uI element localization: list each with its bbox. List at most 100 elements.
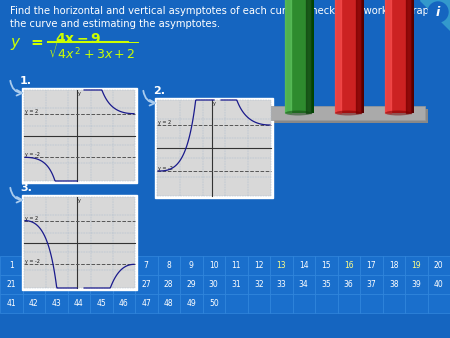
- Bar: [270, 275, 292, 294]
- Text: 8: 8: [166, 261, 171, 270]
- Text: 6: 6: [122, 261, 126, 270]
- Bar: [338, 0, 364, 113]
- Bar: [360, 275, 382, 294]
- Text: 2.: 2.: [153, 86, 165, 96]
- Bar: [22, 294, 45, 313]
- Text: 10: 10: [209, 261, 219, 270]
- Bar: [385, 0, 411, 113]
- Bar: [338, 294, 360, 313]
- Bar: [335, 0, 361, 113]
- Bar: [45, 294, 68, 313]
- Bar: [180, 256, 202, 275]
- Bar: [202, 294, 225, 313]
- Text: 32: 32: [254, 280, 264, 289]
- Text: y = 2: y = 2: [25, 108, 38, 114]
- Text: 2: 2: [32, 261, 36, 270]
- Text: 36: 36: [344, 280, 354, 289]
- Bar: [22, 275, 45, 294]
- Bar: [0, 256, 22, 275]
- Text: 38: 38: [389, 280, 399, 289]
- Bar: [155, 98, 273, 198]
- Text: 35: 35: [321, 280, 331, 289]
- Text: 45: 45: [96, 299, 106, 308]
- Text: 50: 50: [209, 299, 219, 308]
- Text: y = 2: y = 2: [158, 120, 171, 125]
- Bar: [428, 256, 450, 275]
- Text: $\mathbf{4x-9}$: $\mathbf{4x-9}$: [55, 32, 101, 46]
- Bar: [225, 275, 248, 294]
- Bar: [202, 275, 225, 294]
- Text: 15: 15: [321, 261, 331, 270]
- Text: 9: 9: [189, 261, 194, 270]
- Bar: [22, 195, 137, 290]
- Text: 29: 29: [186, 280, 196, 289]
- Bar: [112, 294, 135, 313]
- Bar: [428, 275, 450, 294]
- Text: y: y: [78, 91, 81, 96]
- Bar: [0, 294, 22, 313]
- Bar: [24, 90, 135, 181]
- Text: 27: 27: [141, 280, 151, 289]
- Bar: [248, 294, 270, 313]
- Text: 33: 33: [276, 280, 286, 289]
- Bar: [135, 294, 158, 313]
- Bar: [225, 294, 248, 313]
- Text: 41: 41: [6, 299, 16, 308]
- Bar: [248, 275, 270, 294]
- Bar: [24, 197, 135, 288]
- Bar: [180, 275, 202, 294]
- Bar: [315, 294, 338, 313]
- Bar: [288, 0, 314, 113]
- Bar: [112, 275, 135, 294]
- Text: 22: 22: [29, 280, 39, 289]
- Text: y: y: [78, 198, 81, 203]
- Text: 49: 49: [186, 299, 196, 308]
- Text: 34: 34: [299, 280, 309, 289]
- Bar: [135, 256, 158, 275]
- Bar: [315, 275, 338, 294]
- Text: $\sqrt{4x^{\,2} + 3x + 2}$: $\sqrt{4x^{\,2} + 3x + 2}$: [48, 42, 138, 63]
- Text: 31: 31: [231, 280, 241, 289]
- Bar: [135, 275, 158, 294]
- Bar: [0, 275, 22, 294]
- Bar: [157, 100, 271, 196]
- Bar: [405, 256, 428, 275]
- Bar: [360, 256, 382, 275]
- Text: y = -2: y = -2: [25, 152, 40, 158]
- Text: 37: 37: [366, 280, 376, 289]
- Bar: [45, 256, 68, 275]
- Bar: [270, 294, 292, 313]
- Bar: [270, 256, 292, 275]
- Bar: [90, 256, 112, 275]
- Bar: [68, 256, 90, 275]
- Bar: [180, 294, 202, 313]
- Bar: [248, 256, 270, 275]
- Ellipse shape: [385, 111, 411, 116]
- Text: 5: 5: [99, 261, 104, 270]
- Text: 30: 30: [209, 280, 219, 289]
- Text: 13: 13: [276, 261, 286, 270]
- Bar: [382, 256, 405, 275]
- Bar: [158, 294, 180, 313]
- Bar: [90, 294, 112, 313]
- Bar: [338, 256, 360, 275]
- Bar: [388, 0, 414, 113]
- Text: Find the horizontal and vertical asymptotes of each curve. Check your work by gr: Find the horizontal and vertical asympto…: [10, 6, 450, 29]
- Bar: [315, 256, 338, 275]
- Text: 3.: 3.: [20, 183, 32, 193]
- Bar: [428, 294, 450, 313]
- Text: 12: 12: [254, 261, 264, 270]
- Text: 43: 43: [51, 299, 61, 308]
- Bar: [360, 294, 382, 313]
- Text: 3: 3: [54, 261, 58, 270]
- Polygon shape: [420, 0, 450, 30]
- Text: 17: 17: [366, 261, 376, 270]
- Bar: [338, 275, 360, 294]
- Text: 16: 16: [344, 261, 354, 270]
- Text: 28: 28: [164, 280, 174, 289]
- Bar: [405, 294, 428, 313]
- Bar: [405, 275, 428, 294]
- Bar: [22, 88, 137, 183]
- Text: 46: 46: [119, 299, 129, 308]
- Text: 47: 47: [141, 299, 151, 308]
